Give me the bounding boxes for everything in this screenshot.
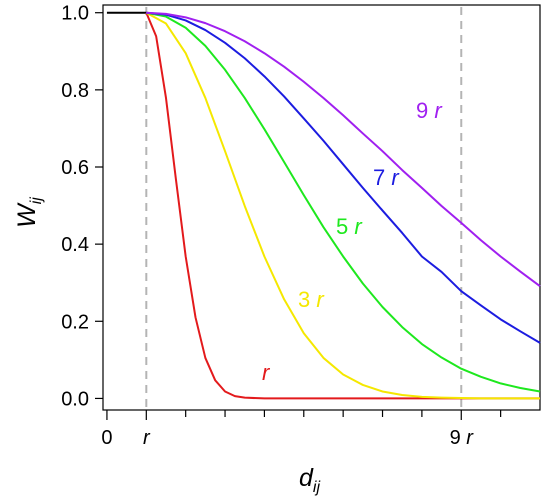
reference-lines (145, 7, 463, 410)
x-tick-label: r (143, 427, 151, 449)
curve-label-unit: r (434, 98, 443, 123)
plot-frame (102, 4, 541, 411)
series-line-3r (145, 11, 540, 400)
curve-label-number: 3 (298, 287, 316, 312)
series-line-9r (146, 11, 541, 287)
y-tick-label: 0.6 (61, 157, 89, 179)
curve-label-number: 7 (373, 165, 391, 190)
curve-label-unit: r (391, 165, 400, 190)
y-axis-title-main: W (13, 202, 41, 228)
series-layer (106, 11, 541, 400)
x-tick-label-number: 9 (450, 427, 467, 449)
plot-area (102, 4, 541, 411)
curve-label-number: 9 (416, 98, 434, 123)
curve-label-unit: r (354, 214, 363, 239)
curve-label-number: 5 (336, 214, 354, 239)
x-tick-label: 9 r (450, 427, 475, 449)
x-tick-label-unit: r (466, 427, 474, 449)
y-tick-label: 0.2 (61, 311, 89, 333)
curve-label-5r: 5 r (336, 214, 363, 239)
curve-label-unit: r (316, 287, 325, 312)
y-tick-label: 0.0 (61, 388, 89, 410)
y-tick-label: 0.4 (61, 234, 89, 256)
y-axis-title: Wij (13, 197, 45, 228)
series-line-5r (146, 11, 541, 393)
x-axis-title-main: d (299, 464, 314, 492)
y-tick-label: 0.8 (61, 80, 89, 102)
curve-label-7r: 7 r (373, 165, 400, 190)
series-line-7r (146, 11, 541, 344)
curve-label-3r: 3 r (298, 287, 325, 312)
curve-labels: r3 r5 r7 r9 r (262, 98, 443, 385)
x-axis-title-sub: ij (313, 479, 321, 496)
curve-label-unit: r (262, 360, 271, 385)
curve-label-r: r (262, 360, 271, 385)
x-tick-label: 0 (101, 427, 112, 449)
curve-label-9r: 9 r (416, 98, 443, 123)
x-axis-title: dij (299, 464, 320, 496)
y-tick-label: 1.0 (61, 3, 89, 25)
y-axis-title-sub: ij (28, 197, 45, 205)
series-line-r (145, 12, 540, 400)
